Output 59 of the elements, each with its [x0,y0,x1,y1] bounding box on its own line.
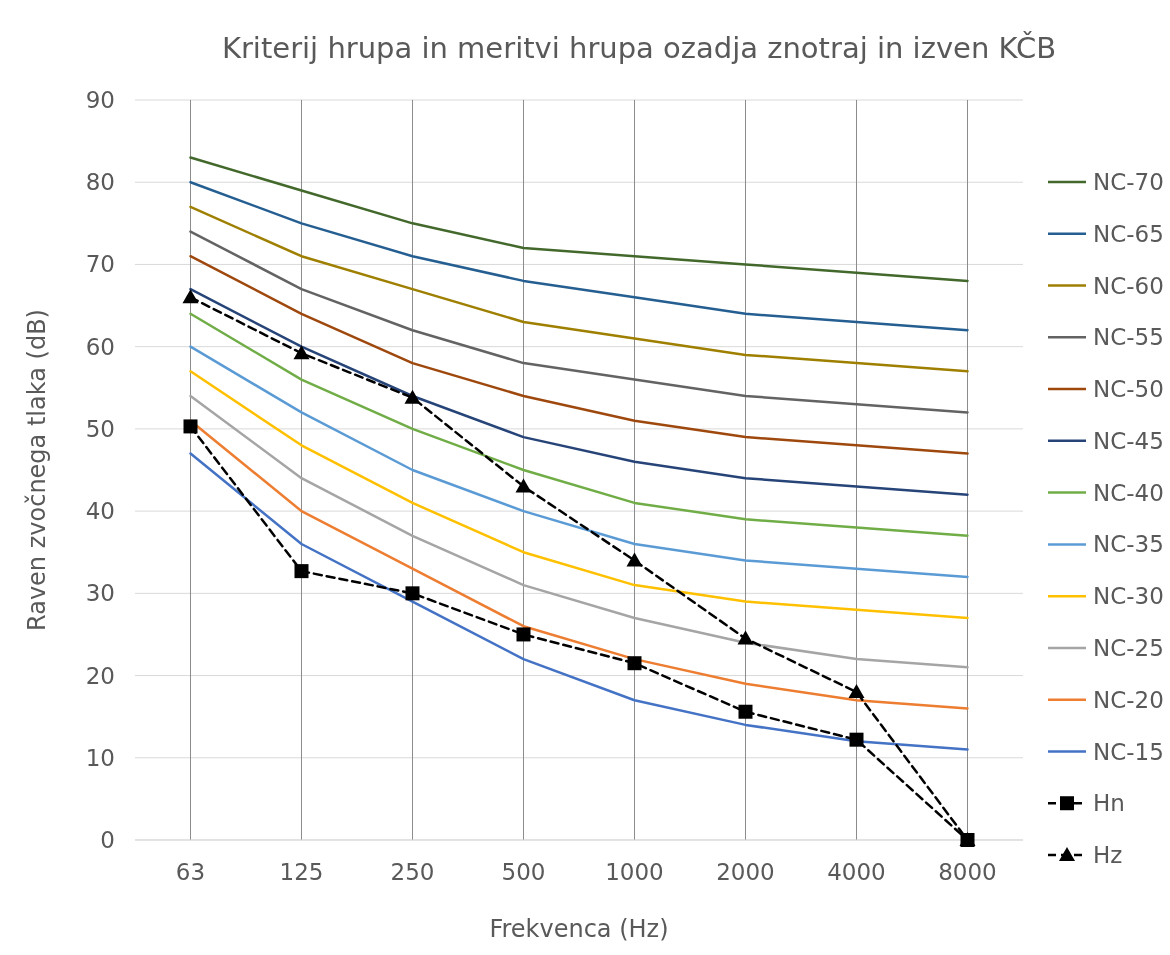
x-tick-label: 1000 [605,859,664,885]
legend-label: NC-50 [1093,376,1164,403]
legend-label: NC-35 [1093,531,1164,558]
legend-label: NC-40 [1093,479,1164,506]
x-tick-label: 8000 [938,859,997,885]
legend-label: NC-25 [1093,634,1164,661]
line-series [189,452,969,751]
legend-label: NC-20 [1093,686,1164,713]
x-tick-label: 63 [175,859,206,885]
x-tick-label: 250 [390,859,435,885]
legend-label: NC-60 [1093,272,1164,299]
point [848,684,865,698]
y-tick-label: 20 [85,662,115,689]
line-series [189,370,969,620]
x-axis-title: Frekvenca (Hz) [489,915,669,943]
y-tick-label: 50 [85,415,115,442]
x-tick-label: 2000 [716,859,775,885]
x-tick-label: 125 [279,859,324,885]
legend-label: Hz [1093,842,1123,869]
x-tick-label: 500 [501,859,546,885]
x-tick-label: 4000 [827,859,886,885]
y-tick-label: 60 [85,333,115,360]
legend-label: NC-70 [1093,169,1164,196]
legend-label: NC-55 [1093,324,1164,351]
point [183,419,198,434]
point [738,704,753,719]
y-tick-label: 10 [85,744,115,771]
point [626,552,643,567]
y-tick-label: 90 [85,87,115,114]
legend-label: NC-30 [1093,583,1164,610]
y-tick-label: 30 [85,580,115,607]
point [627,656,642,671]
line-series [189,205,969,373]
legend-label: NC-15 [1093,738,1164,765]
line-series [189,394,969,669]
chart-title: Kriterij hrupa in meritvi hrupa ozadja znotraj in izven KČB [221,31,1057,65]
y-tick-label: 80 [85,169,115,196]
point [516,627,531,642]
legend-label: NC-65 [1093,220,1164,247]
legend-label: Hn [1093,790,1125,817]
y-tick-label: 0 [100,827,115,854]
line-series [189,156,969,283]
line-series [189,312,969,538]
point [293,345,310,360]
y-tick-label: 70 [85,251,115,278]
point [849,732,864,747]
point [405,586,420,601]
legend-label: NC-45 [1093,427,1164,454]
point [404,389,421,404]
point [182,289,199,304]
point [737,630,754,645]
y-tick-label: 40 [85,498,115,525]
line-series [189,254,969,455]
point [515,478,532,493]
point [294,564,309,579]
line-series [189,345,969,579]
line-series [189,230,969,414]
line-series [189,180,969,332]
y-axis-title: Raven zvočnega tlaka (dB) [23,309,51,631]
